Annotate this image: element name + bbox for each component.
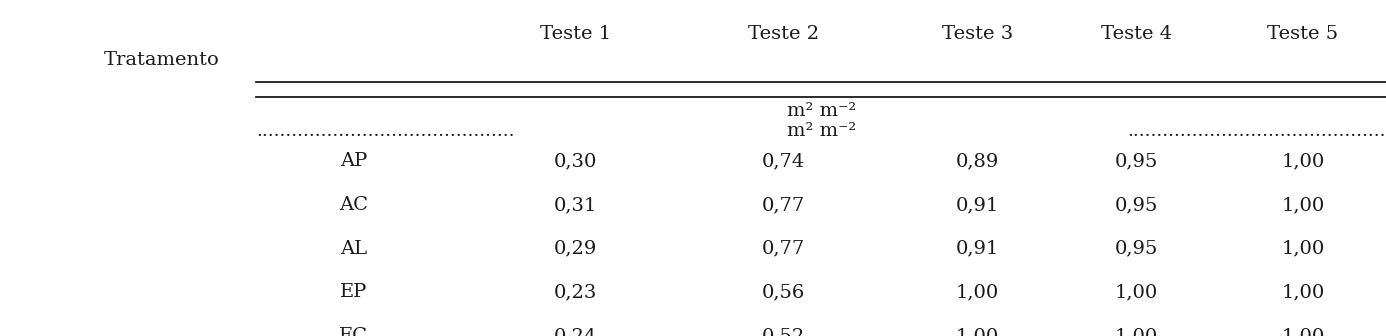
Text: 0,77: 0,77 [761, 240, 805, 258]
Text: EC: EC [340, 327, 367, 336]
Text: 0,89: 0,89 [955, 152, 999, 170]
Text: 0,56: 0,56 [761, 283, 805, 301]
Text: ............................................: ........................................… [256, 122, 516, 140]
Text: 0,95: 0,95 [1114, 152, 1159, 170]
Text: m² m⁻²: m² m⁻² [787, 122, 855, 140]
Text: 0,29: 0,29 [553, 240, 597, 258]
Text: AL: AL [340, 240, 367, 258]
Text: 0,52: 0,52 [761, 327, 805, 336]
Text: 1,00: 1,00 [1281, 152, 1325, 170]
Text: 0,77: 0,77 [761, 196, 805, 214]
Text: 0,91: 0,91 [955, 240, 999, 258]
Text: Teste 2: Teste 2 [747, 25, 819, 43]
Text: m² m⁻²: m² m⁻² [787, 102, 855, 120]
Text: Teste 1: Teste 1 [539, 25, 611, 43]
Text: 1,00: 1,00 [955, 327, 999, 336]
Text: 0,95: 0,95 [1114, 240, 1159, 258]
Text: ............................................: ........................................… [1127, 122, 1386, 140]
Text: Teste 3: Teste 3 [941, 25, 1013, 43]
Text: 1,00: 1,00 [1281, 327, 1325, 336]
Text: 0,74: 0,74 [761, 152, 805, 170]
Text: 0,30: 0,30 [553, 152, 597, 170]
Text: 0,23: 0,23 [553, 283, 597, 301]
Text: Teste 4: Teste 4 [1100, 25, 1173, 43]
Text: 0,31: 0,31 [553, 196, 597, 214]
Text: 1,00: 1,00 [1281, 196, 1325, 214]
Text: 1,00: 1,00 [1281, 283, 1325, 301]
Text: Teste 5: Teste 5 [1267, 25, 1339, 43]
Text: EP: EP [340, 283, 367, 301]
Text: 0,95: 0,95 [1114, 196, 1159, 214]
Text: AP: AP [340, 152, 367, 170]
Text: AC: AC [340, 196, 367, 214]
Text: 1,00: 1,00 [1114, 283, 1159, 301]
Text: 1,00: 1,00 [1114, 327, 1159, 336]
Text: 1,00: 1,00 [1281, 240, 1325, 258]
Text: 0,91: 0,91 [955, 196, 999, 214]
Text: Tratamento: Tratamento [104, 51, 220, 70]
Text: 1,00: 1,00 [955, 283, 999, 301]
Text: 0,24: 0,24 [553, 327, 597, 336]
